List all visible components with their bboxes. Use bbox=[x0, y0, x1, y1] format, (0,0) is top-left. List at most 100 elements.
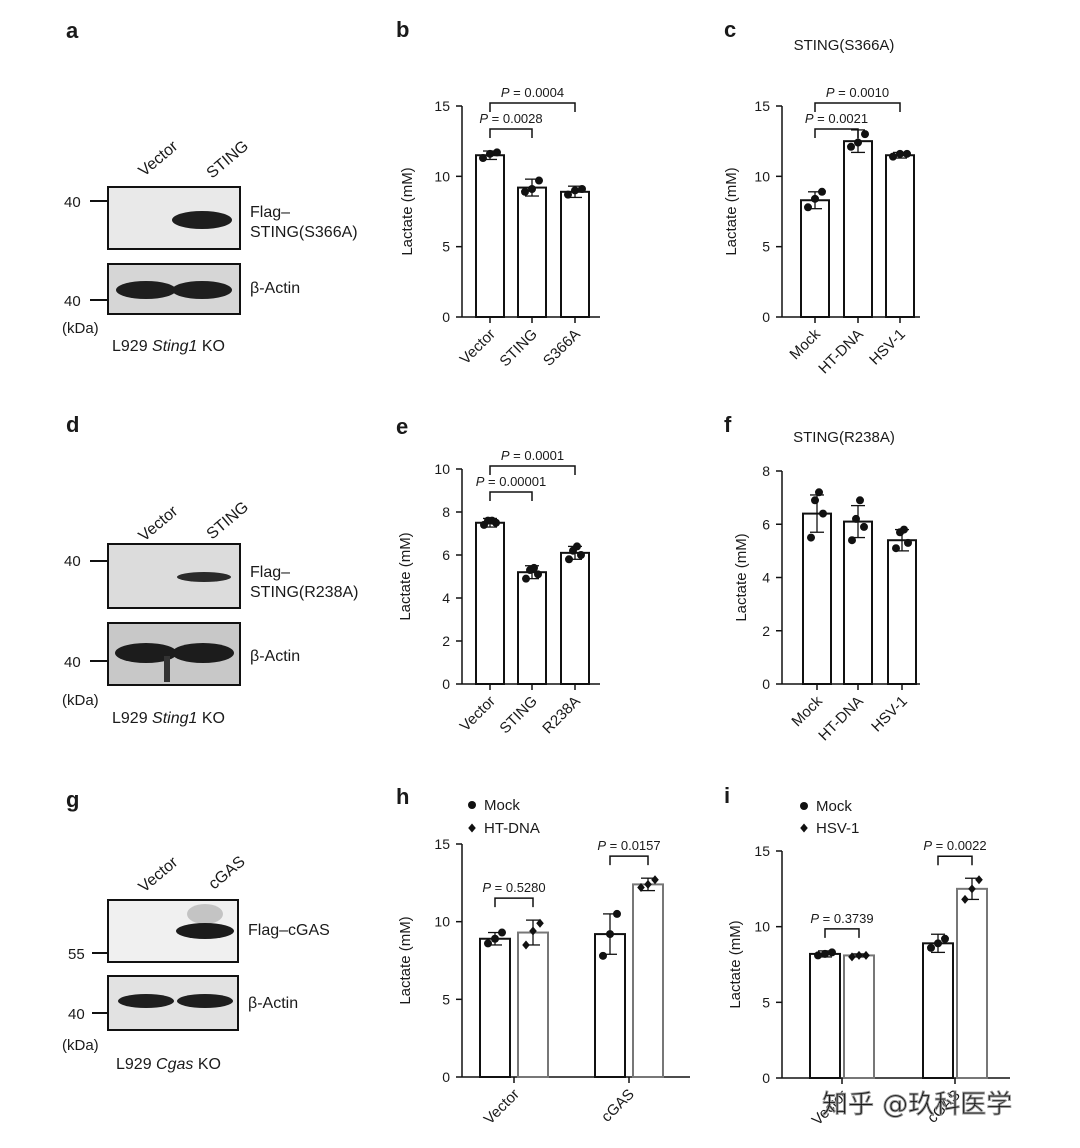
data-point bbox=[613, 909, 621, 918]
x-tick-label: STING bbox=[496, 326, 540, 370]
blot-band-actin-2 bbox=[177, 994, 233, 1008]
chart-panel-c: c STING(S366A) 0 5 10 15 Lactate (mM) MockHT-DN… bbox=[723, 17, 920, 377]
cell-line-label: L929 Cgas KO bbox=[116, 1056, 221, 1073]
p-value-label: P = 0.0021 bbox=[805, 111, 868, 126]
data-point bbox=[599, 951, 607, 960]
data-point bbox=[968, 884, 976, 894]
data-point bbox=[468, 823, 476, 833]
legend-label: Mock bbox=[484, 797, 520, 814]
band-label-actin: β-Actin bbox=[248, 995, 298, 1012]
panel-letter-g: g bbox=[66, 787, 79, 812]
data-point bbox=[498, 928, 506, 937]
data-point bbox=[889, 152, 897, 161]
band-label-flag: Flag– bbox=[250, 204, 290, 221]
bar-mock bbox=[479, 937, 511, 1079]
p-value-label: P = 0.0022 bbox=[923, 838, 986, 853]
blot-band-actin-1 bbox=[116, 281, 176, 299]
legend-label: HSV-1 bbox=[816, 820, 859, 837]
bar bbox=[475, 521, 505, 685]
y-tick-label: 6 bbox=[442, 547, 450, 563]
x-tick-label: HT-DNA bbox=[815, 693, 867, 745]
lane-label-vector: Vector bbox=[136, 137, 182, 180]
x-tick-label: Vector bbox=[481, 1086, 523, 1128]
x-tick-label: R238A bbox=[539, 693, 583, 737]
data-point bbox=[571, 186, 579, 195]
y-tick-label: 10 bbox=[434, 914, 450, 930]
chart-panel-f: f STING(R238A) 0 2 4 6 8 Lactate (mM) MockHT-DNA… bbox=[724, 412, 920, 744]
lane-label-sting: STING bbox=[204, 138, 252, 182]
band-label-construct: STING(R238A) bbox=[250, 584, 358, 601]
panel-d: d Vector STING 40 Flag– STING(R238A) β-A… bbox=[62, 412, 358, 727]
blot-band-actin-2 bbox=[172, 281, 232, 299]
y-tick-label: 15 bbox=[434, 836, 450, 852]
y-tick-label: 0 bbox=[442, 1069, 450, 1085]
blot-artifact bbox=[164, 656, 170, 682]
marker-40: 40 bbox=[68, 1006, 85, 1023]
p-value-label: P = 0.3739 bbox=[810, 911, 873, 926]
panel-letter: i bbox=[724, 783, 730, 808]
y-tick-label: 5 bbox=[762, 994, 770, 1010]
bar bbox=[843, 140, 873, 318]
band-label-flag: Flag– bbox=[250, 564, 290, 581]
y-tick-label: 15 bbox=[754, 98, 770, 114]
y-tick-label: 8 bbox=[442, 504, 450, 520]
p-value-label: P = 0.00001 bbox=[476, 474, 546, 489]
y-tick-label: 0 bbox=[442, 676, 450, 692]
y-axis-label: Lactate (mM) bbox=[723, 167, 740, 255]
p-value-label: P = 0.0010 bbox=[826, 85, 889, 100]
x-tick-label: Mock bbox=[786, 325, 824, 363]
data-point bbox=[564, 190, 572, 199]
data-point bbox=[578, 184, 586, 193]
legend-label: HT-DNA bbox=[484, 820, 540, 837]
chart-title: STING(S366A) bbox=[794, 37, 895, 54]
data-point bbox=[941, 934, 949, 943]
panel-g: g Vector cGAS Flag–cGAS 55 β-Actin 40 (k… bbox=[62, 787, 330, 1073]
data-point bbox=[637, 882, 645, 892]
data-point bbox=[644, 879, 652, 889]
y-tick-label: 4 bbox=[762, 570, 770, 586]
data-point bbox=[892, 544, 900, 553]
bar bbox=[887, 539, 917, 685]
significance-bracket bbox=[489, 128, 533, 138]
data-point bbox=[530, 563, 538, 572]
lane-label-vector: Vector bbox=[136, 853, 182, 896]
data-point bbox=[856, 496, 864, 505]
data-point bbox=[577, 551, 585, 559]
data-point bbox=[819, 509, 827, 518]
y-tick-label: 5 bbox=[442, 991, 450, 1007]
lane-label-vector: Vector bbox=[136, 502, 182, 545]
data-point bbox=[904, 538, 912, 547]
significance-bracket bbox=[494, 897, 534, 908]
bar-ht-dna bbox=[632, 883, 664, 1078]
data-point bbox=[479, 154, 487, 163]
unit-kda: (kDa) bbox=[62, 1037, 99, 1054]
significance-bracket bbox=[609, 855, 649, 866]
y-axis-label: Lactate (mM) bbox=[399, 167, 416, 255]
bar bbox=[885, 154, 915, 318]
x-tick-label: Vector bbox=[457, 693, 499, 735]
data-point bbox=[927, 943, 935, 952]
x-tick-label: Vector bbox=[457, 326, 499, 368]
y-axis-label: Lactate (mM) bbox=[727, 920, 744, 1008]
data-point bbox=[651, 875, 659, 885]
marker-40-bottom: 40 bbox=[64, 654, 81, 671]
x-tick-label: cGAS bbox=[598, 1086, 638, 1126]
blot-band-flag bbox=[176, 923, 234, 939]
data-point bbox=[862, 950, 870, 960]
blot-band-actin-2 bbox=[172, 643, 234, 663]
y-axis-label: Lactate (mM) bbox=[733, 533, 750, 621]
lane-label-cgas: cGAS bbox=[206, 853, 249, 893]
data-point bbox=[848, 536, 856, 545]
data-point bbox=[814, 951, 822, 960]
bar-hsv-1 bbox=[956, 887, 988, 1079]
data-point bbox=[855, 950, 863, 960]
y-tick-label: 15 bbox=[434, 98, 450, 114]
y-tick-label: 5 bbox=[762, 239, 770, 255]
blot-band-flag bbox=[177, 572, 231, 582]
watermark: 知乎 @玖科医学 bbox=[822, 1090, 1012, 1120]
significance-bracket bbox=[814, 102, 901, 112]
x-tick-label: HT-DNA bbox=[815, 326, 867, 378]
